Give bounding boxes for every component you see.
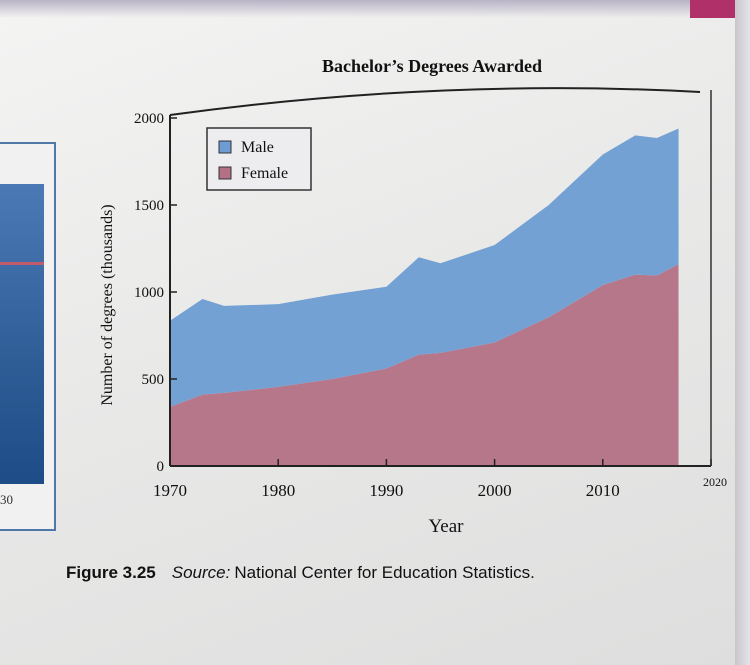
y-tick-label-500: 500	[142, 372, 165, 388]
source-label: Source:	[171, 563, 231, 582]
adjacent-figure-area	[0, 184, 44, 484]
y-tick-label-1500: 1500	[134, 198, 164, 214]
chart-legend: Male Female	[206, 127, 312, 191]
chart-areas	[170, 128, 679, 466]
legend-swatch-male	[218, 140, 232, 154]
next-page-edge	[735, 0, 750, 665]
y-tick-label-2000: 2000	[134, 111, 164, 127]
legend-label-female: Female	[241, 165, 288, 182]
y-tick-label-0: 0	[157, 459, 165, 475]
x-axis-label: Year	[428, 516, 464, 537]
page-edge-shadow	[0, 0, 750, 18]
x-tick-label-1970: 1970	[153, 481, 187, 500]
chart-title: Bachelor’s Degrees Awarded	[322, 56, 542, 76]
area-female	[170, 264, 679, 466]
adjacent-figure-line	[0, 262, 44, 265]
x-tick-label-1980: 1980	[261, 481, 295, 500]
chart-axes: 0 500 1000 1500 2000 1970 1980 1990 2000 2010 2020	[134, 90, 727, 500]
legend-box	[206, 127, 312, 191]
x-tick-label-2000: 2000	[478, 481, 512, 500]
figure-number: Figure 3.25	[66, 563, 156, 582]
adjacent-figure-fragment	[0, 142, 56, 531]
x-tick-label-2010: 2010	[586, 481, 620, 500]
x-tick-label-1990: 1990	[369, 481, 403, 500]
figure-caption: Figure 3.25 Source: National Center for Ed…	[66, 563, 535, 583]
area-male	[170, 128, 679, 407]
legend-label-male: Male	[241, 139, 274, 156]
legend-swatch-female	[218, 166, 232, 180]
chart-top-frame	[169, 87, 701, 116]
source-text: National Center for Education Statistics…	[234, 563, 535, 582]
adjacent-figure-tick: 30	[0, 492, 13, 507]
y-axis-label: Number of degrees (thousands)	[99, 204, 116, 405]
x-tick-label-2020: 2020	[703, 475, 727, 489]
y-tick-label-1000: 1000	[134, 285, 164, 301]
